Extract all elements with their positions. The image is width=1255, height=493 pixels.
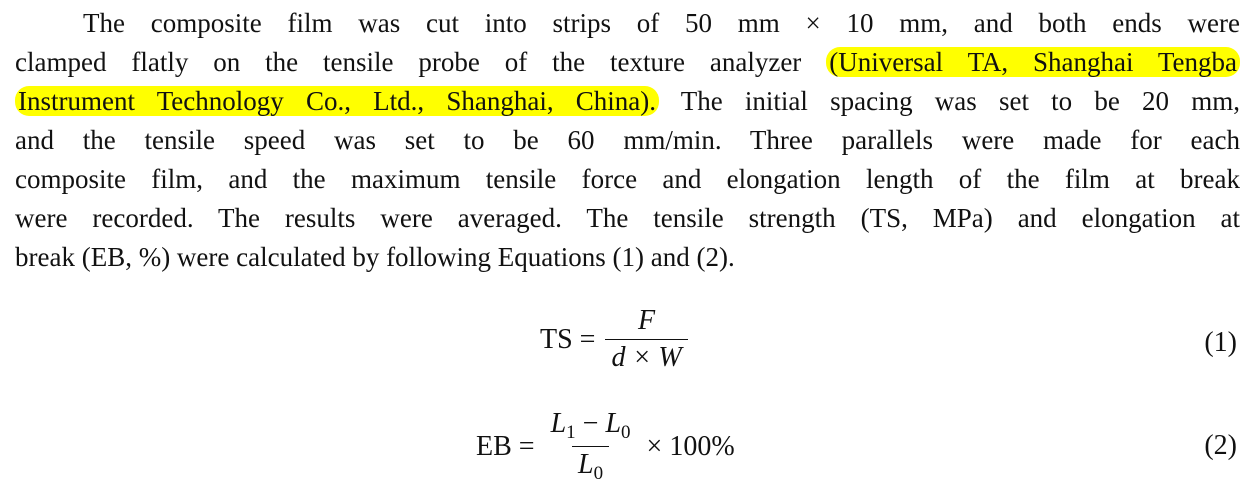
eq1-numerator: F (632, 305, 661, 339)
equation-2-number: (2) (1204, 430, 1237, 461)
operator: − (575, 408, 606, 439)
eq2-denominator: L0 (572, 446, 610, 485)
equation-1-number: (1) (1204, 327, 1237, 358)
var: L (605, 408, 622, 439)
text-segment: clamped flatly on the tensile probe of t… (15, 47, 802, 77)
equation-2: EB = L1 − L0 L0 × 100% (476, 408, 735, 485)
highlighted-text: (Universal TA, Shanghai Tengba (826, 47, 1241, 77)
subscript: 0 (621, 422, 631, 443)
body-paragraph: The composite film was cut into strips o… (15, 4, 1241, 277)
subscript: 0 (593, 463, 604, 484)
var: L (550, 408, 567, 439)
text-line: clamped flatly on the tensile probe of t… (15, 43, 1241, 82)
eq1-lhs: TS = (540, 323, 596, 355)
eq1-fraction: F d × W (605, 305, 688, 374)
eq2-fraction: L1 − L0 L0 (545, 408, 637, 485)
highlighted-text: Instrument Technology Co., Ltd., Shangha… (15, 86, 660, 116)
text-line: break (EB, %) were calculated by followi… (15, 242, 735, 272)
eq1-denominator: d × W (605, 339, 688, 374)
subscript: 1 (566, 422, 576, 443)
text-line: and the tensile speed was set to be 60 m… (15, 125, 1240, 155)
text-line: were recorded. The results were averaged… (15, 203, 1240, 233)
var: d × W (611, 342, 682, 373)
var: F (638, 305, 656, 336)
var: L (578, 449, 594, 480)
text-line: Instrument Technology Co., Ltd., Shangha… (15, 82, 1240, 121)
text-line: composite film, and the maximum tensile … (15, 164, 1240, 194)
eq2-factor: × 100% (646, 430, 735, 462)
equation-1: TS = F d × W (540, 305, 698, 374)
text-segment: The initial spacing was set to be 20 mm, (680, 86, 1240, 116)
eq2-numerator: L1 − L0 (545, 408, 637, 446)
text-line: The composite film was cut into strips o… (83, 8, 1240, 38)
eq2-lhs: EB = (476, 430, 535, 462)
